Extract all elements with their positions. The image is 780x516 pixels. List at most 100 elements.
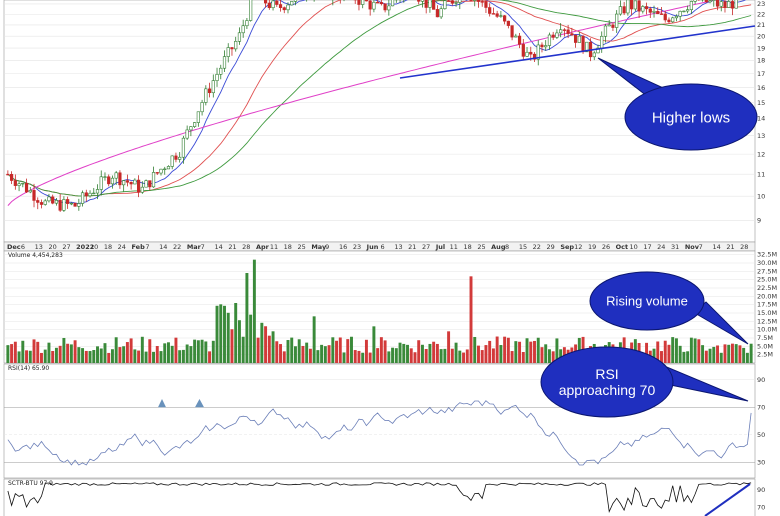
candle-body bbox=[454, 2, 458, 4]
date-tick-label: 21 bbox=[228, 243, 236, 251]
sctr-axis: 70 90 bbox=[757, 486, 765, 512]
candle-body bbox=[390, 0, 395, 7]
candle-body bbox=[693, 0, 697, 2]
volume-bar bbox=[92, 350, 96, 363]
candle-body bbox=[28, 190, 32, 193]
volume-bar bbox=[316, 350, 320, 363]
price-tick-label: 13 bbox=[757, 132, 765, 140]
volume-tick-label: 7.5M bbox=[757, 334, 773, 342]
volume-bar bbox=[54, 347, 58, 363]
date-tick-label: 24 bbox=[118, 243, 126, 251]
ma-long-line bbox=[7, 0, 752, 197]
date-tick-label: Jul bbox=[435, 243, 445, 251]
candle-body bbox=[622, 6, 626, 14]
candle-body bbox=[615, 13, 619, 28]
candle-body bbox=[92, 192, 96, 195]
candle-body bbox=[69, 202, 73, 205]
candle-body bbox=[510, 25, 514, 38]
candle-body bbox=[200, 102, 204, 113]
volume-bar bbox=[518, 341, 522, 363]
candle-body bbox=[43, 200, 47, 205]
candle-body bbox=[241, 25, 245, 34]
volume-bar bbox=[196, 340, 200, 363]
volume-bar bbox=[447, 331, 451, 363]
volume-bar bbox=[335, 340, 339, 363]
volume-tick-label: 20.0M bbox=[757, 292, 777, 300]
candle-body bbox=[368, 0, 372, 10]
volume-bar bbox=[81, 348, 85, 363]
candle-body bbox=[249, 0, 253, 21]
volume-bar bbox=[667, 344, 671, 363]
ma-mid-line bbox=[7, 0, 752, 197]
candle-body bbox=[245, 20, 249, 27]
candle-body bbox=[133, 179, 137, 185]
candle-body bbox=[499, 15, 503, 17]
volume-bar bbox=[271, 331, 275, 363]
date-tick-label: 25 bbox=[477, 243, 485, 251]
candle-body bbox=[125, 180, 129, 183]
candle-body bbox=[667, 19, 671, 23]
candle-body bbox=[480, 1, 484, 3]
date-tick-label: Feb bbox=[132, 243, 146, 251]
candle-body bbox=[47, 196, 51, 202]
volume-bar bbox=[742, 347, 746, 363]
candle-body bbox=[364, 0, 369, 2]
candle-body bbox=[103, 176, 107, 178]
date-tick-label: Apr bbox=[256, 243, 270, 251]
candle-body bbox=[596, 47, 600, 54]
volume-bar bbox=[73, 340, 77, 363]
candle-body bbox=[387, 5, 391, 11]
candle-body bbox=[704, 0, 708, 3]
volume-bar bbox=[547, 349, 551, 363]
volume-tick-label: 30.0M bbox=[757, 259, 777, 267]
date-tick-label: 28 bbox=[242, 243, 250, 251]
candle-body bbox=[77, 203, 81, 207]
volume-bar bbox=[140, 336, 144, 363]
candle-body bbox=[428, 0, 432, 8]
volume-bar bbox=[148, 339, 152, 363]
candle-body bbox=[129, 181, 133, 185]
candle-body bbox=[562, 29, 566, 31]
candle-body bbox=[278, 4, 283, 8]
candle-body bbox=[193, 122, 197, 127]
candle-body bbox=[715, 0, 720, 7]
candle-body bbox=[36, 200, 40, 203]
candle-body bbox=[532, 53, 537, 60]
date-tick-label: 7 bbox=[201, 243, 205, 251]
callout-text: Higher lows bbox=[652, 109, 730, 126]
candle-body bbox=[151, 172, 156, 188]
price-tick-label: 15 bbox=[757, 99, 765, 107]
candle-body bbox=[570, 33, 574, 36]
sctr-arrow bbox=[704, 483, 751, 516]
candle-body bbox=[600, 35, 604, 49]
candle-body bbox=[473, 0, 477, 1]
ma-magenta-line bbox=[7, 0, 718, 206]
candle-body bbox=[226, 47, 230, 57]
volume-bar bbox=[473, 336, 477, 363]
volume-bar bbox=[96, 346, 99, 363]
candle-body bbox=[585, 41, 589, 53]
volume-bar bbox=[170, 345, 174, 363]
candle-body bbox=[170, 155, 174, 167]
volume-bar bbox=[36, 341, 40, 363]
candle-body bbox=[267, 2, 271, 9]
candle-body bbox=[80, 192, 85, 204]
candle-body bbox=[644, 6, 649, 10]
candle-body bbox=[618, 6, 623, 15]
date-tick-label: 13 bbox=[394, 243, 402, 251]
volume-bar bbox=[361, 352, 365, 363]
volume-bar bbox=[450, 348, 454, 363]
volume-bar bbox=[394, 348, 398, 363]
candle-body bbox=[708, 0, 712, 3]
candle-body bbox=[237, 32, 242, 42]
volume-bar bbox=[219, 304, 223, 363]
volume-bar bbox=[58, 345, 62, 363]
volume-bar bbox=[645, 342, 649, 363]
candle-body bbox=[641, 6, 645, 12]
volume-bar bbox=[275, 341, 279, 363]
candle-body bbox=[286, 4, 290, 11]
date-tick-label: 22 bbox=[533, 243, 541, 251]
date-tick-label: 27 bbox=[62, 243, 70, 251]
candle-body bbox=[689, 1, 693, 10]
date-tick-label: 10 bbox=[90, 243, 98, 251]
